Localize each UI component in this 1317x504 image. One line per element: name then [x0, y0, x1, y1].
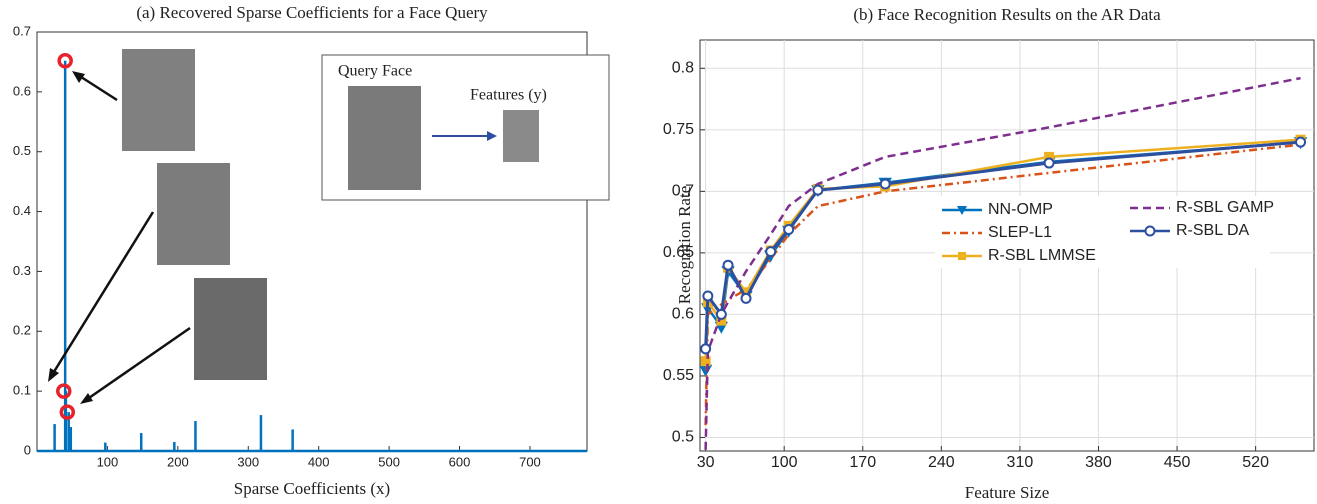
legend-marker [1144, 225, 1156, 237]
highlight-marker [59, 404, 76, 420]
plot: 0.5 0.55 0.6 0.65 0.7 0.75 0.8 30 100 170 240 310 38… [663, 39, 1315, 471]
x-axis-label: Sparse Coefficients (x) [234, 479, 390, 498]
x-tick-label: 200 [167, 454, 189, 469]
y-tick-label: 0.1 [13, 383, 31, 398]
marker [765, 246, 777, 258]
legend-label: R-SBL DA [1176, 222, 1250, 239]
y-tick-label: 0.75 [663, 121, 694, 138]
legend-box [935, 196, 1270, 268]
chart-title: (b) Face Recognition Results on the AR D… [853, 5, 1161, 24]
arrow-head [72, 71, 85, 83]
x-tick-label: 700 [519, 454, 541, 469]
face-image [503, 110, 539, 162]
arrow-head [80, 393, 93, 404]
y-tick-label: 0.5 [672, 429, 694, 446]
y-tick-label: 0.65 [663, 244, 694, 261]
marker [1043, 157, 1055, 169]
marker [700, 343, 712, 355]
x-tick-label: 310 [1007, 454, 1034, 471]
face-callouts [48, 49, 267, 404]
legend-label: SLEP-L1 [988, 224, 1052, 241]
marker [879, 178, 891, 190]
legend: NN-OMP SLEP-L1 R-SBL LMMSE R-SBL GAMP R-SBL … [935, 196, 1274, 268]
y-tick-label: 0.55 [663, 367, 694, 384]
legend-label: NN-OMP [988, 201, 1053, 218]
y-tick-label: 0.8 [672, 60, 694, 77]
x-tick-label: 240 [928, 454, 955, 471]
chart-title: (a) Recovered Sparse Coefficients for a … [136, 3, 488, 22]
legend-marker [958, 252, 966, 260]
x-axis-label: Feature Size [965, 483, 1050, 502]
line [704, 76, 1301, 450]
x-tick-label: 170 [849, 454, 876, 471]
marker [1295, 136, 1307, 148]
annotation: Features (y) [470, 87, 547, 104]
marker [715, 308, 727, 320]
x-tick-label: 600 [449, 454, 471, 469]
x-tick-label: 520 [1242, 454, 1269, 471]
x-tick-label: 300 [237, 454, 259, 469]
y-tick-label: 0.4 [13, 203, 31, 218]
face-image [122, 49, 195, 151]
x-tick-label: 100 [771, 454, 798, 471]
y-tick-label: 0.3 [13, 263, 31, 278]
y-tick-label: 0.6 [672, 306, 694, 323]
marker [722, 259, 734, 271]
x-tick-label: 500 [378, 454, 400, 469]
legend-label: R-SBL GAMP [1176, 199, 1274, 216]
arrow [50, 211, 155, 376]
face-image [194, 278, 267, 380]
arrow-head [48, 368, 59, 382]
arrow-head [487, 131, 497, 141]
y-tick-label: 0 [24, 442, 31, 457]
arrow [77, 73, 118, 102]
x-tick-label: 400 [308, 454, 330, 469]
legend-marker [957, 206, 967, 215]
marker [783, 224, 795, 236]
x-tick-label: 100 [97, 454, 119, 469]
face-image [348, 86, 421, 190]
legend-label: R-SBL LMMSE [988, 247, 1096, 264]
highlight-marker [57, 52, 73, 69]
marker [700, 356, 711, 367]
face-image [157, 163, 230, 265]
marker [702, 290, 714, 302]
inset: Query Face Features (y) [321, 54, 610, 201]
y-tick-label: 0.6 [13, 83, 31, 98]
x-tick-label: 450 [1164, 454, 1191, 471]
y-tick-label: 0.7 [672, 183, 694, 200]
y-tick-label: 0.2 [13, 323, 31, 338]
highlight-marker [56, 383, 72, 399]
y-axis-label: Recognition Rate [675, 186, 694, 305]
y-tick-label: 0.5 [13, 143, 31, 158]
x-tick-label: 380 [1085, 454, 1112, 471]
x-tick-label: 30 [697, 454, 715, 471]
annotation: Query Face [338, 63, 412, 80]
y-tick-label: 0.7 [13, 23, 31, 38]
marker [812, 184, 824, 196]
marker [740, 292, 752, 304]
arrow [85, 326, 191, 402]
